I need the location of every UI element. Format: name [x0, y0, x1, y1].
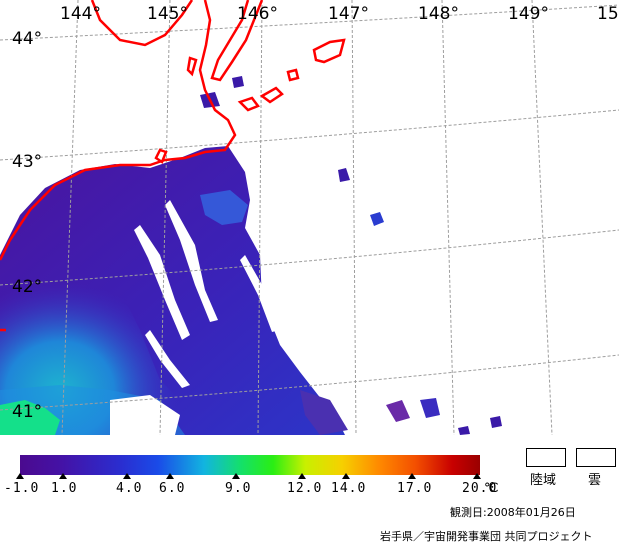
- colorbar-tick-label: 14.0: [331, 481, 367, 496]
- cloud-legend-swatch: [576, 448, 616, 467]
- lat-label: 41°: [12, 402, 42, 422]
- colorbar-tick-label: 1.0: [51, 481, 78, 496]
- colorbar-tick: [16, 473, 24, 479]
- lat-label: 42°: [12, 277, 42, 297]
- colorbar-tick-label: 17.0: [397, 481, 433, 496]
- lon-label: 147°: [328, 4, 369, 24]
- cloud-gaps: [110, 200, 280, 435]
- colorbar-unit: ℃: [484, 481, 499, 496]
- colorbar-tick-label: 4.0: [116, 481, 143, 496]
- colorbar-tick-label: 6.0: [159, 481, 186, 496]
- colorbar-tick: [232, 473, 240, 479]
- land-legend-label: 陸域: [530, 473, 557, 488]
- eastern-patches: [200, 76, 502, 435]
- lon-label: 145°: [147, 4, 188, 24]
- temperature-colorbar: [20, 455, 480, 475]
- colorbar-tick-label: 12.0: [287, 481, 323, 496]
- colorbar-tick: [59, 473, 67, 479]
- observation-date: 観測日:2008年01月26日: [450, 506, 576, 519]
- colorbar-tick: [123, 473, 131, 479]
- coastline: [0, 0, 346, 332]
- colorbar-tick: [298, 473, 306, 479]
- colorbar-tick: [473, 473, 481, 479]
- land-legend-swatch: [526, 448, 566, 467]
- colorbar-tick-label: 20.0: [462, 481, 498, 496]
- colorbar-tick: [342, 473, 350, 479]
- credit-text: 岩手県／宇宙開発事業団 共同プロジェクト: [380, 530, 593, 543]
- lat-label: 43°: [12, 152, 42, 172]
- lon-label: 144°: [60, 4, 101, 24]
- lon-label: 15: [597, 4, 619, 24]
- graticule: [0, 0, 619, 436]
- cloud-legend-label: 雲: [588, 473, 602, 488]
- lon-label: 148°: [418, 4, 459, 24]
- colorbar-tick-label: 9.0: [225, 481, 252, 496]
- longitude-labels: 144° 145° 146° 147° 148° 149° 15: [60, 4, 619, 24]
- lon-label: 149°: [508, 4, 549, 24]
- sea-surface-temperature-map: 144° 145° 146° 147° 148° 149° 15 44° 43°…: [0, 0, 619, 436]
- colorbar-tick-label: -1.0: [4, 481, 40, 496]
- colorbar-tick: [166, 473, 174, 479]
- colorbar-tick: [408, 473, 416, 479]
- lon-label: 146°: [237, 4, 278, 24]
- lat-label: 44°: [12, 29, 42, 49]
- latitude-labels: 44° 43° 42° 41°: [12, 29, 42, 422]
